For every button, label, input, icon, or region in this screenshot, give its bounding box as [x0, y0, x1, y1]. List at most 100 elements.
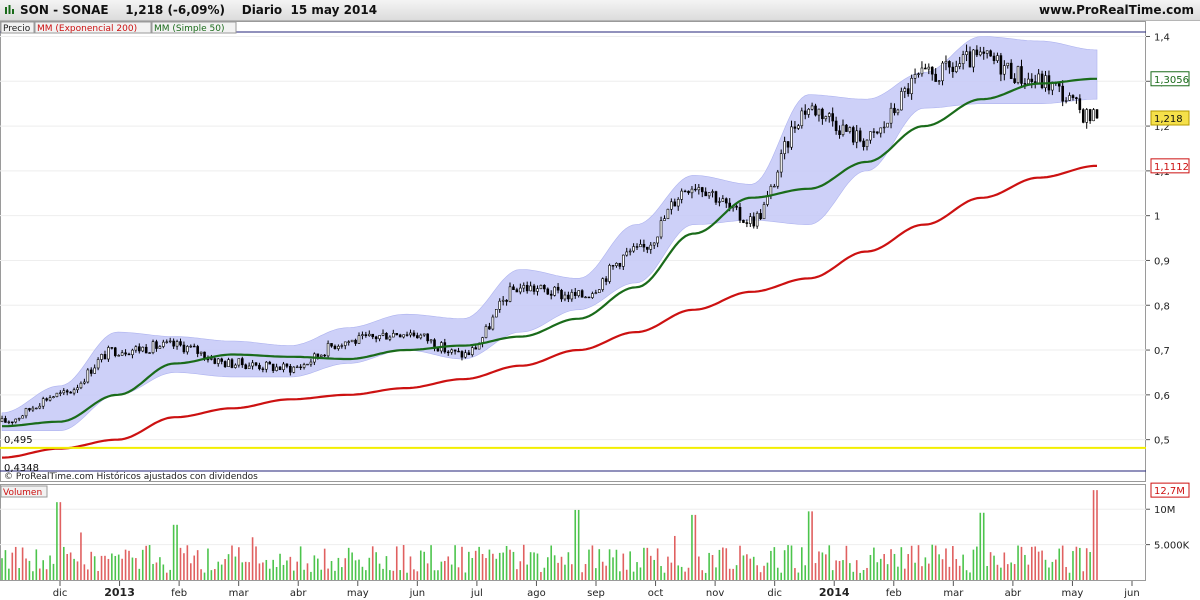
volume-bar — [883, 554, 885, 580]
candle-body — [721, 198, 725, 202]
volume-bar — [825, 554, 827, 580]
volume-bar — [413, 569, 415, 580]
volume-bar — [629, 551, 631, 580]
candle-body — [690, 188, 694, 194]
candle-body — [494, 309, 498, 318]
candle-body — [978, 51, 982, 56]
volume-bar — [787, 545, 789, 580]
volume-bar — [169, 569, 171, 580]
volume-bar — [354, 560, 357, 580]
volume-bar — [1034, 546, 1037, 580]
candle-body — [110, 347, 114, 349]
volume-bar — [320, 569, 323, 580]
candle-body — [278, 366, 282, 370]
candle-body — [797, 125, 800, 129]
candle-body — [271, 363, 275, 371]
volume-bar — [708, 552, 710, 580]
candle-body — [525, 285, 529, 292]
candle-body — [41, 398, 45, 407]
volume-bar — [574, 509, 577, 580]
volume-bars — [1, 490, 1098, 580]
volume-bar — [203, 572, 206, 580]
symbol-title: SON - SONAE 1,218 (-6,09%) Diario 15 may… — [20, 3, 378, 17]
candle-body — [100, 354, 103, 360]
candle-body — [900, 91, 903, 111]
volume-bar — [516, 569, 518, 580]
volume-bar — [214, 569, 216, 580]
candle-body — [302, 364, 306, 368]
volume-bar — [742, 555, 745, 580]
volume-bar — [715, 567, 717, 580]
candle-body — [117, 355, 121, 357]
value-tag-box — [1150, 71, 1190, 87]
candle-body — [0, 418, 4, 423]
volume-bar — [595, 568, 597, 580]
volume-bar — [1030, 546, 1033, 580]
volume-bar — [375, 552, 377, 580]
time-tick-label: jun — [1123, 588, 1139, 599]
candle-body — [306, 363, 309, 366]
volume-bar — [842, 560, 844, 580]
candle-body — [1023, 83, 1027, 85]
site-link[interactable]: www.ProRealTime.com — [1039, 3, 1194, 17]
candle-body — [604, 278, 608, 282]
candle-body — [999, 55, 1003, 75]
volume-bar — [615, 549, 618, 580]
volume-bar — [334, 570, 336, 580]
legend-volumen[interactable]: Volumen — [3, 488, 42, 498]
candle-body — [752, 216, 756, 227]
volume-bar — [763, 565, 765, 580]
candle-body — [670, 201, 673, 210]
volume-bar — [66, 553, 69, 580]
legend-precio[interactable]: Precio — [3, 24, 31, 34]
candle-body — [299, 366, 302, 369]
volume-bar — [1006, 564, 1009, 580]
volume-bar — [292, 570, 295, 580]
volume-bar — [316, 558, 319, 580]
candle-body — [886, 122, 889, 128]
legend-ema200[interactable]: MM (Exponencial 200) — [37, 24, 137, 34]
candle-body — [1009, 62, 1013, 79]
volume-bar — [382, 568, 384, 580]
legend: Precio MM (Exponencial 200) MM (Simple 5… — [0, 21, 237, 34]
candle-body — [529, 285, 532, 292]
candle-body — [96, 359, 100, 369]
volume-bar — [200, 569, 202, 580]
volume-bar — [268, 568, 271, 580]
volume-bar — [478, 546, 480, 580]
candle-body — [793, 126, 797, 129]
volume-bar — [660, 566, 662, 580]
volume-bar — [100, 555, 103, 580]
volume-bar — [35, 549, 38, 580]
legend-sma50[interactable]: MM (Simple 50) — [154, 24, 224, 34]
volume-bar — [1010, 562, 1012, 580]
candle-body — [21, 415, 24, 419]
volume-bar — [117, 554, 120, 580]
volume-bar — [725, 548, 728, 580]
volume-bar — [811, 511, 813, 580]
candle-body — [453, 349, 457, 352]
candle-body — [563, 294, 567, 300]
candle-body — [700, 187, 704, 193]
candle-body — [144, 346, 148, 354]
candle-body — [319, 354, 323, 357]
candle-body — [65, 390, 69, 393]
time-tick-label: abr — [290, 588, 307, 599]
volume-bar — [907, 554, 910, 580]
candle-body — [553, 286, 556, 296]
candle-body — [560, 289, 563, 300]
candle-body — [608, 265, 611, 282]
volume-bar — [855, 560, 858, 580]
bollinger-band — [1, 36, 1098, 432]
candle-body — [930, 66, 934, 75]
volume-bar — [797, 572, 800, 580]
volume-bar — [93, 556, 96, 580]
volume-bar — [1072, 551, 1074, 580]
volume-bar — [1041, 550, 1043, 580]
volume-bar — [62, 546, 65, 580]
candle-body — [989, 50, 992, 57]
candle-body — [972, 49, 975, 68]
candle-body — [855, 130, 859, 143]
volume-bar — [262, 562, 264, 580]
candle-body — [107, 347, 110, 360]
